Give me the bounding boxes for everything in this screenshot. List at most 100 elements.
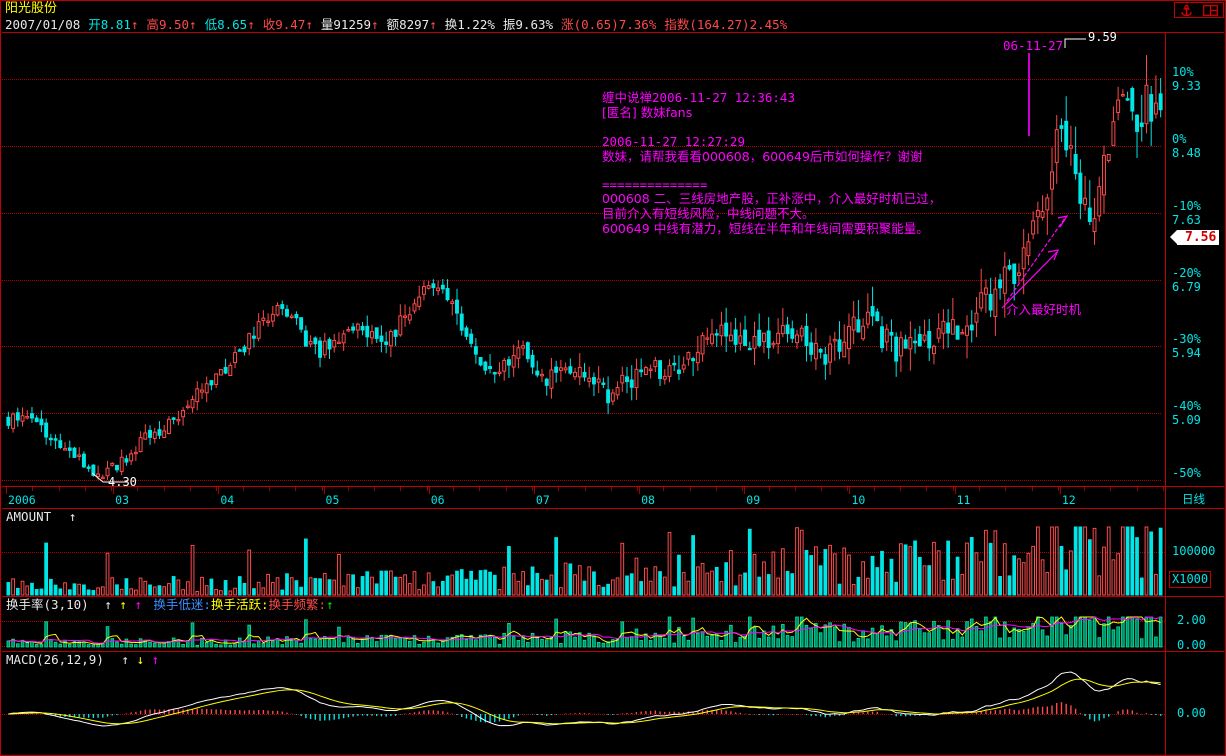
quote-arrow-5: ↑ — [429, 17, 437, 32]
quote-arrow-1: ↑ — [189, 17, 197, 32]
price-gridline-2 — [2, 212, 1161, 214]
price-pct-label-0: 10% — [1172, 65, 1194, 79]
peak-price-label: 9.59 — [1088, 30, 1117, 44]
date-minor-tick-15 — [400, 487, 402, 491]
turnover-gridline-upper — [2, 621, 1165, 622]
date-label-12: 12 — [1061, 493, 1076, 507]
quote-date: 2007/01/08 — [5, 17, 81, 32]
amount-title: AMOUNT — [6, 509, 52, 524]
date-major-tick-6 — [639, 487, 641, 494]
annotation-line-7: 目前介入有短线风险，中线问题不大。 — [602, 206, 815, 221]
turnover-bars — [6, 616, 1163, 648]
date-minor-tick-18 — [479, 487, 481, 491]
quote-value-0: 8.81 — [100, 17, 131, 32]
date-minor-tick-21 — [558, 487, 560, 491]
macd-arrow-2: ↓ — [136, 652, 144, 667]
price-pct-label-5: -40% — [1172, 399, 1201, 414]
date-minor-tick-35 — [926, 487, 928, 491]
date-minor-tick-8 — [216, 487, 218, 491]
turnover-legend-active: 换手活跃 — [210, 597, 261, 612]
macd-plot — [8, 671, 1162, 727]
date-minor-tick-37 — [978, 487, 980, 491]
window-controls[interactable] — [1174, 2, 1224, 18]
quote-label-6: 换 — [444, 17, 458, 32]
date-minor-tick-10 — [268, 487, 270, 491]
date-major-tick-5 — [533, 487, 535, 494]
date-minor-tick-38 — [1005, 487, 1007, 491]
current-price-tag: 7.56 — [1169, 230, 1220, 245]
quote-arrow-3: ↑ — [305, 17, 313, 32]
date-minor-tick-1 — [32, 487, 34, 491]
price-pct-label-2: -10% — [1172, 198, 1201, 213]
amount-arrow: ↑ — [68, 509, 77, 524]
amount-gridline — [2, 552, 1165, 553]
date-label-08: 08 — [641, 493, 655, 507]
quote-label-3: 收 — [262, 17, 276, 32]
macd-params: (26,12,9) — [36, 652, 104, 667]
date-minor-tick-24 — [637, 487, 639, 491]
date-minor-tick-41 — [1084, 487, 1086, 491]
date-major-tick-2 — [218, 487, 220, 494]
price-value-label-5: 5.09 — [1172, 413, 1201, 428]
quote-value-8: (0.65)7.36% — [573, 17, 657, 32]
date-minor-tick-13 — [347, 487, 349, 491]
window-icon[interactable] — [1203, 4, 1218, 16]
quote-arrow-4: ↑ — [371, 17, 379, 32]
date-label-04: 04 — [220, 493, 235, 507]
date-minor-tick-0 — [6, 487, 7, 491]
date-marker-label: 06-11-27 — [1003, 38, 1064, 53]
date-minor-tick-30 — [794, 487, 796, 491]
date-minor-tick-3 — [84, 487, 86, 491]
annotation-line-4: 数妹，请帮我看看000608，600649后市如何操作？谢谢 — [602, 149, 923, 164]
price-pct-label-3: -20% — [1172, 265, 1201, 280]
price-pct-label-1: 0% — [1172, 131, 1187, 146]
turnover-legend-low: 换手低迷 — [153, 597, 204, 612]
date-minor-tick-19 — [505, 487, 507, 491]
date-minor-tick-36 — [952, 487, 954, 491]
annotation-line-3: 2006-11-27 12:27:29 — [602, 134, 745, 149]
amount-axis-label: 100000 — [1172, 544, 1216, 558]
quote-value-5: 8297 — [399, 17, 430, 32]
date-minor-tick-12 — [321, 487, 323, 491]
date-major-tick-10 — [1059, 487, 1061, 494]
macd-panel-header: MACD(26,12,9) ↑ ↓ ↑ — [6, 653, 159, 667]
price-value-label-1: 8.48 — [1172, 145, 1201, 160]
quote-label-9: 指数 — [664, 17, 690, 32]
date-label-03: 03 — [115, 493, 130, 507]
macd-arrow-1: ↑ — [121, 652, 129, 667]
quote-value-1: 9.50 — [158, 17, 190, 32]
price-gridline-6 — [2, 480, 1161, 481]
date-minor-tick-26 — [689, 487, 691, 491]
quote-label-5: 额 — [386, 17, 400, 32]
date-label-10: 10 — [851, 493, 866, 507]
price-gridline-0 — [2, 79, 1161, 80]
date-label-09: 09 — [746, 493, 761, 507]
turnover-params: (3,10) — [43, 597, 89, 612]
quote-value-6: 1.22% — [457, 17, 495, 32]
date-label-06: 06 — [430, 493, 445, 507]
macd-panel: MACD(26,12,9) ↑ ↓ ↑ 0.00 — [2, 651, 1224, 755]
page-title: 阳光股份 — [5, 1, 58, 16]
macd-zero-line — [2, 714, 1165, 715]
turnover-arrow-2: ↑ — [119, 597, 127, 612]
quote-value-2: 8.65 — [217, 17, 248, 32]
date-major-tick-7 — [744, 487, 746, 494]
annotation-line-8: 600649 中线有潜力，短线在半年和年线间需要积聚能量。 — [602, 221, 929, 236]
price-gridline-1 — [2, 145, 1161, 147]
date-minor-tick-31 — [821, 487, 823, 491]
date-minor-tick-16 — [426, 487, 428, 491]
quote-value-7: 9.63% — [515, 17, 554, 32]
price-value-label-3: 6.79 — [1172, 279, 1201, 294]
date-minor-tick-39 — [1031, 487, 1033, 491]
quote-label-1: 高 — [146, 17, 159, 32]
date-minor-tick-7 — [190, 487, 192, 491]
price-value-label-0: 9.33 — [1172, 79, 1201, 93]
price-gridline-3 — [2, 279, 1161, 281]
turnover-title: 换手率 — [6, 597, 44, 612]
turnover-panel: 换手率(3,10) ↑ ↑ ↑ 换手低迷:换手活跃:换手频繁:↑ 2.00 0.… — [2, 596, 1224, 652]
turnover-legend-frequent: 换手频繁 — [268, 597, 319, 612]
date-minor-tick-22 — [584, 487, 586, 491]
date-minor-tick-44 — [1163, 487, 1164, 491]
entry-timing-label: 介入最好时机 — [1006, 302, 1082, 317]
anchor-icon[interactable] — [1180, 4, 1193, 17]
